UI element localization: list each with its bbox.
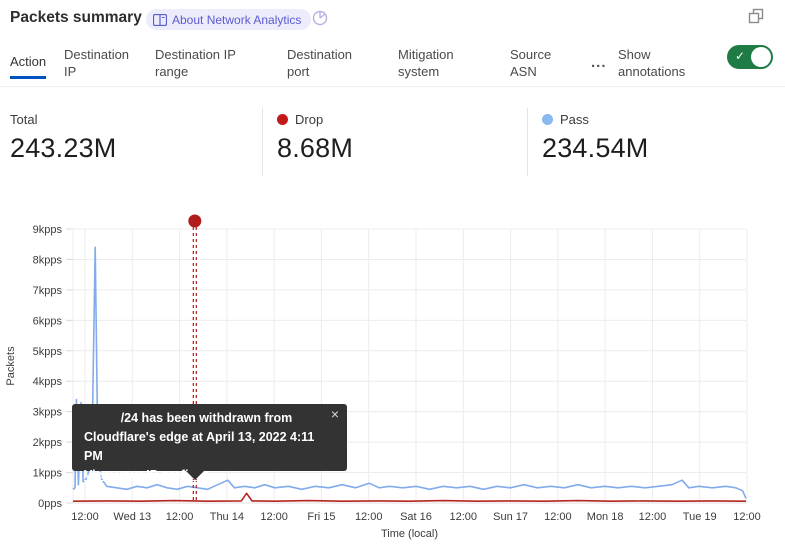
x-axis-title: Time (local): [381, 528, 438, 540]
check-icon: ✓: [735, 49, 746, 63]
series-pass: [72, 246, 747, 499]
y-tick-label: 5kpps: [33, 346, 63, 358]
stat-divider: [527, 108, 528, 176]
stat-drop-label: Drop: [295, 112, 324, 127]
y-tick-label: 3kpps: [33, 407, 63, 419]
y-tick-label: 8kpps: [33, 254, 63, 266]
view-ip-prefixes-link[interactable]: View your IP prefixes: [84, 468, 210, 482]
x-tick-label: Fri 15: [307, 511, 335, 523]
x-tick-label: Thu 14: [210, 511, 244, 523]
toggle-knob: [751, 47, 771, 67]
stat-total-label: Total: [10, 112, 38, 127]
x-tick-label: Mon 18: [587, 511, 624, 523]
about-network-analytics-badge[interactable]: About Network Analytics: [146, 9, 312, 30]
x-tick-label: 12:00: [733, 511, 761, 523]
tab-destination-ip-range[interactable]: Destination IP range: [155, 47, 236, 79]
x-tick-label: 12:00: [260, 511, 288, 523]
annotations-toggle[interactable]: ✓: [727, 45, 773, 69]
x-tick-label: 12:00: [639, 511, 667, 523]
tab-source-asn[interactable]: Source ASN: [510, 47, 552, 79]
annotation-marker[interactable]: [188, 214, 202, 228]
x-tick-label: Sun 17: [493, 511, 528, 523]
x-tick-label: 12:00: [544, 511, 572, 523]
x-tick-label: Wed 13: [113, 511, 151, 523]
book-icon: [153, 13, 167, 26]
badge-label: About Network Analytics: [172, 12, 302, 27]
dimension-tabbar: Action Destination IP Destination IP ran…: [0, 40, 785, 87]
stat-drop-value: 8.68M: [277, 133, 354, 163]
tooltip-line1: /24 has been withdrawn from: [120, 411, 293, 425]
stat-pass: Pass 234.54M: [542, 112, 648, 164]
y-tick-label: 9kpps: [33, 224, 63, 236]
stat-divider: [262, 108, 263, 176]
pie-chart-icon: [312, 10, 328, 31]
annotation-tooltip: × /24 has been withdrawn from Cloudflare…: [72, 404, 347, 482]
x-tick-label: 12:00: [166, 511, 194, 523]
stat-pass-value: 234.54M: [542, 133, 649, 163]
tab-action[interactable]: Action: [10, 53, 47, 79]
expand-icon[interactable]: [748, 8, 764, 29]
tab-destination-ip[interactable]: Destination IP: [64, 47, 130, 79]
x-tick-label: Tue 19: [683, 511, 717, 523]
stat-drop: Drop 8.68M: [277, 112, 353, 164]
stats-row: Total 243.23M Drop 8.68M Pass 234.54M: [0, 104, 785, 180]
drop-legend-dot: [277, 114, 288, 125]
page-title: Packets summary: [10, 9, 142, 26]
panel-header: Packets summary About Network Analytics: [0, 0, 785, 36]
tab-destination-port[interactable]: Destination port: [287, 47, 353, 79]
tooltip-line2: Cloudflare's edge at April 13, 2022 4:11…: [84, 430, 315, 463]
y-tick-label: 1kpps: [33, 468, 63, 480]
stat-pass-label: Pass: [560, 112, 589, 127]
more-tabs-ellipsis-icon[interactable]: ...: [591, 54, 607, 71]
stat-total-value: 243.23M: [10, 133, 117, 163]
x-tick-label: 12:00: [71, 511, 99, 523]
x-tick-label: 12:00: [450, 511, 478, 523]
y-axis-title: Packets: [5, 346, 17, 386]
x-tick-label: Sat 16: [400, 511, 432, 523]
y-tick-label: 2kpps: [33, 437, 63, 449]
series-drop: [72, 492, 747, 503]
stat-total: Total 243.23M: [10, 112, 116, 164]
y-tick-label: 6kpps: [33, 315, 63, 327]
y-tick-label: 0pps: [38, 498, 62, 510]
close-icon[interactable]: ×: [330, 406, 339, 422]
x-tick-label: 12:00: [355, 511, 383, 523]
tab-mitigation-system[interactable]: Mitigation system: [398, 47, 454, 79]
y-tick-label: 4kpps: [33, 376, 63, 388]
tooltip-arrow: [186, 471, 204, 480]
y-tick-label: 7kpps: [33, 285, 63, 297]
show-annotations-label: Show annotations: [618, 47, 686, 79]
pass-legend-dot: [542, 114, 553, 125]
